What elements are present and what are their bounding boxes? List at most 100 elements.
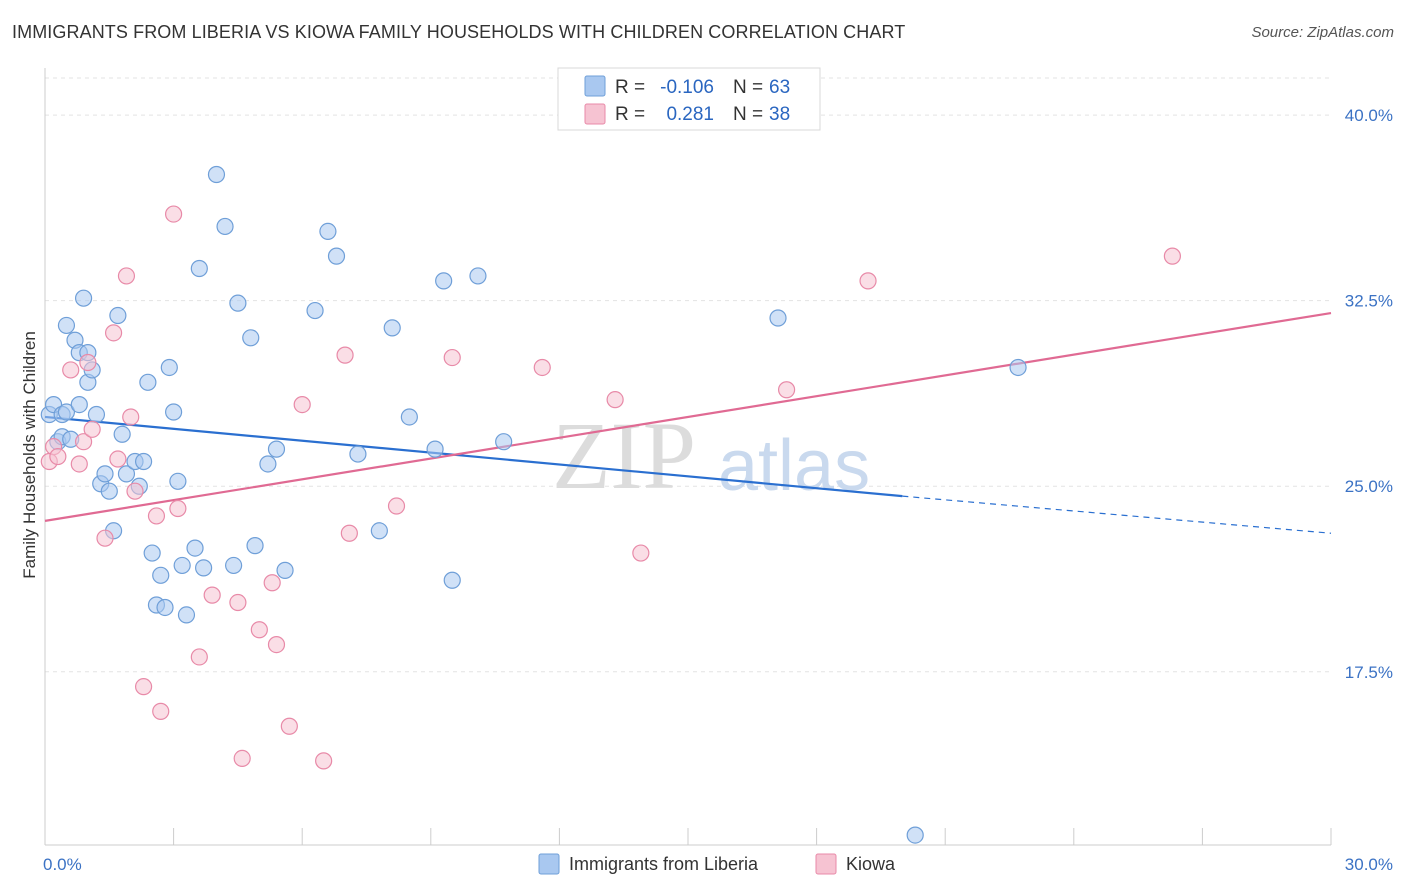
kiowa-point (263, 574, 281, 592)
liberia-point (242, 329, 260, 347)
chart-title: IMMIGRANTS FROM LIBERIA VS KIOWA FAMILY … (12, 22, 906, 42)
liberia-point (443, 571, 461, 589)
liberia-point (229, 294, 247, 312)
legend-r-value-kiowa: 0.281 (666, 104, 714, 125)
liberia-point (495, 433, 513, 451)
liberia-point (769, 309, 787, 327)
kiowa-point (632, 544, 650, 562)
kiowa-point (387, 497, 406, 515)
liberia-point (327, 247, 346, 265)
source-label: Source: ZipAtlas.com (1251, 24, 1394, 41)
liberia-point (190, 259, 208, 278)
legend-n-value-liberia: 63 (769, 77, 790, 98)
legend-r-label: R = (615, 77, 645, 98)
series-legend: Immigrants from Liberia Kiowa (538, 853, 896, 875)
kiowa-point (336, 346, 354, 364)
liberia-point (246, 537, 264, 555)
y-tick-label: 25.0% (1345, 477, 1393, 496)
watermark-atlas: atlas (718, 426, 870, 506)
y-axis-label: Family Households with Children (20, 331, 39, 579)
kiowa-point (606, 391, 624, 409)
kiowa-point (104, 324, 123, 342)
kiowa-point (152, 702, 170, 720)
liberia-point (96, 465, 114, 483)
liberia-point (109, 306, 127, 325)
kiowa-point (122, 408, 140, 426)
legend-swatch-liberia (584, 75, 606, 97)
kiowa-point (70, 455, 88, 473)
legend-r-label: R = (615, 104, 645, 125)
kiowa-point (250, 621, 268, 639)
liberia-point (57, 403, 76, 421)
liberia-point (169, 472, 187, 490)
kiowa-point (443, 348, 461, 367)
grid-lines (45, 77, 1331, 673)
legend-r-value-liberia: -0.106 (660, 77, 714, 98)
liberia-point (216, 217, 234, 236)
liberia-point (400, 408, 418, 426)
bottom-legend-swatch-liberia (538, 853, 560, 875)
kiowa-point (190, 648, 208, 666)
liberia-point (267, 440, 286, 458)
liberia-point (117, 465, 136, 483)
kiowa-point (293, 395, 311, 414)
bottom-legend-label-liberia: Immigrants from Liberia (569, 854, 759, 874)
kiowa-point (83, 420, 101, 438)
liberia-point (469, 267, 487, 285)
kiowa-point (134, 678, 153, 696)
x-tick-label: 0.0% (43, 855, 82, 874)
liberia-point (152, 566, 170, 584)
liberia-point (259, 455, 277, 473)
data-points (40, 165, 1181, 844)
y-tick-label: 40.0% (1345, 106, 1393, 125)
x-tick-label: 30.0% (1345, 855, 1393, 874)
liberia-point (435, 272, 453, 290)
liberia-point (906, 826, 924, 844)
liberia-point (319, 222, 337, 240)
kiowa-point (280, 717, 298, 735)
kiowa-point (165, 205, 183, 223)
kiowa-point (777, 381, 796, 399)
kiowa-point (203, 586, 221, 604)
legend-n-value-kiowa: 38 (769, 104, 790, 125)
liberia-point (160, 358, 178, 377)
liberia-point (57, 316, 76, 335)
legend-swatch-kiowa (584, 103, 606, 125)
kiowa-point (340, 524, 358, 542)
kiowa-point (49, 447, 67, 466)
liberia-point (306, 301, 324, 320)
liberia-point (349, 445, 367, 463)
liberia-point (70, 395, 88, 414)
liberia-trend-line (44, 415, 903, 498)
trend-lines (44, 311, 1332, 534)
liberia-point (165, 403, 183, 421)
kiowa-point (109, 450, 127, 468)
liberia-point (173, 556, 191, 575)
kiowa-point (169, 499, 187, 518)
kiowa-point (229, 593, 247, 612)
kiowa-point (1163, 247, 1181, 265)
kiowa-point (315, 752, 333, 770)
liberia-point (225, 556, 243, 575)
kiowa-trend-line (44, 311, 1332, 522)
liberia-point (139, 373, 157, 391)
kiowa-point (147, 507, 166, 525)
liberia-point (1009, 358, 1027, 377)
bottom-legend-label-kiowa: Kiowa (846, 854, 896, 874)
kiowa-point (117, 267, 136, 285)
stats-legend: R = -0.106 N = 63 R = 0.281 N = 38 (557, 67, 821, 131)
liberia-point (426, 440, 444, 458)
liberia-point (383, 319, 401, 337)
liberia-point (74, 289, 93, 307)
liberia-point (143, 544, 161, 562)
bottom-legend-swatch-kiowa (815, 853, 837, 875)
liberia-point (370, 522, 388, 540)
liberia-point (177, 606, 196, 624)
kiowa-point (74, 433, 93, 451)
liberia-point (186, 539, 204, 557)
liberia-point (100, 482, 118, 500)
tick-labels: 17.5% 25.0% 32.5% 40.0% 0.0% 30.0% (43, 106, 1393, 874)
legend-n-label: N = (733, 77, 763, 98)
kiowa-point (233, 749, 251, 768)
y-tick-label: 32.5% (1345, 292, 1393, 311)
